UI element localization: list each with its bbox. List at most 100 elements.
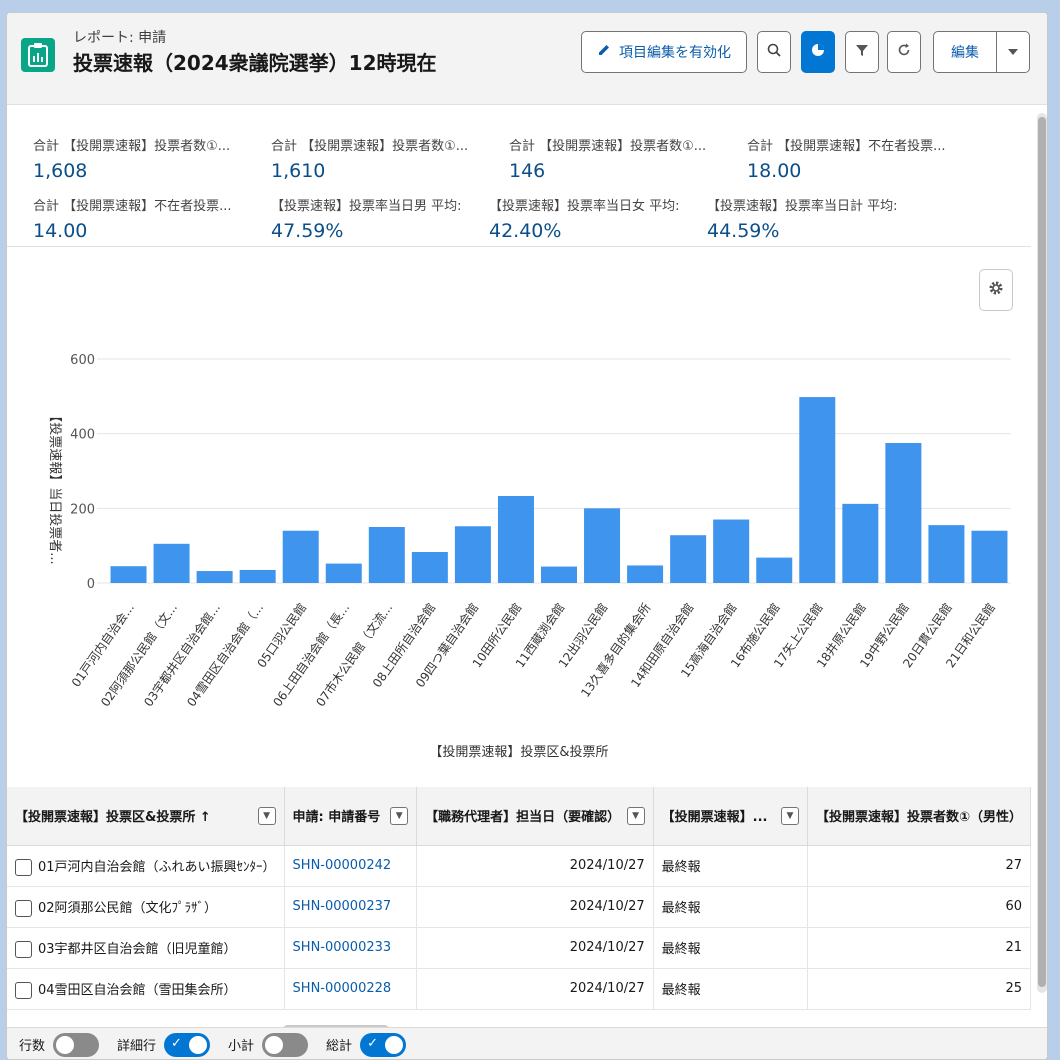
column-menu-button[interactable]: ▼: [626, 807, 645, 825]
bar: [971, 530, 1008, 583]
column-header-place[interactable]: 【投開票速報】投票区&投票所 ↑ ▼: [7, 787, 285, 846]
summary-value: 14.00: [33, 220, 88, 242]
summary-panel: 合計 【投開票速報】投票者数①... 1,608 合計 【投開票速報】投票者数①…: [7, 105, 1031, 247]
check-icon: ✓: [171, 1035, 182, 1051]
application-link[interactable]: SHN-00000242: [292, 858, 392, 873]
count-cell: 25: [807, 968, 1032, 1010]
bar: [239, 569, 276, 583]
y-axis-title: 【投票速報】当日投票者...: [47, 409, 63, 564]
grand-total-toggle-group: 総計 ✓: [326, 1032, 407, 1057]
column-menu-button[interactable]: ▼: [257, 807, 276, 825]
bar: [110, 566, 147, 583]
grand-total-toggle[interactable]: ✓: [360, 1032, 407, 1057]
summary-value: 42.40%: [489, 220, 562, 242]
x-tick-label: 04雪田区自治会館（...: [183, 600, 266, 709]
table-row: 02阿須那公民館（文化ﾌﾟﾗｻﾞ） SHN-00000237 2024/10/2…: [7, 886, 1032, 928]
summary-item: 合計 【投開票速報】不在者投票... 14.00: [33, 195, 232, 242]
row-checkbox[interactable]: [15, 981, 32, 999]
chart-area: 0 200 400 600 【投票速報】当日投票者... 01戸河内自治会... 02阿須那…: [7, 247, 1031, 787]
app-no-cell: SHN-00000237: [284, 886, 418, 928]
bar: [928, 525, 965, 583]
status-cell: 最終報: [653, 927, 808, 969]
summary-label: 【投票速報】投票率当日計 平均:: [707, 199, 898, 214]
bar: [713, 519, 750, 583]
vertical-scrollbar[interactable]: [1037, 113, 1047, 993]
search-button[interactable]: [757, 31, 791, 73]
status-cell: 最終報: [653, 886, 808, 928]
detail-rows-toggle[interactable]: ✓: [164, 1032, 211, 1057]
check-icon: ✓: [367, 1035, 378, 1051]
bar: [885, 443, 922, 583]
y-tick-label: 200: [70, 502, 95, 517]
toggle-chart-button[interactable]: [801, 31, 835, 73]
summary-value: 18.00: [747, 160, 802, 182]
scrollbar-thumb[interactable]: [1038, 117, 1046, 987]
row-checkbox[interactable]: [15, 940, 32, 958]
table-row: 01戸河内自治会館（ふれあい振興ｾﾝﾀｰ） SHN-00000242 2024/…: [7, 845, 1032, 887]
enable-field-editing-button[interactable]: 項目編集を有効化: [581, 31, 747, 73]
column-header-status[interactable]: 【投開票速報】... ▼: [653, 787, 808, 846]
application-link[interactable]: SHN-00000228: [292, 981, 392, 996]
application-link[interactable]: SHN-00000237: [292, 899, 392, 914]
y-tick-label: 400: [70, 428, 95, 443]
report-footer: 行数 詳細行 ✓ 小計 総計 ✓: [7, 1027, 1047, 1059]
bar: [325, 563, 362, 583]
place-text: 02阿須那公民館（文化ﾌﾟﾗｻﾞ）: [38, 900, 218, 916]
column-header-date[interactable]: 【職務代理者】担当日（要確認） ▼: [416, 787, 654, 846]
summary-label: 【投票速報】投票率当日男 平均:: [271, 199, 462, 214]
report-type-label: レポート: 申請: [73, 30, 167, 46]
pencil-icon: [597, 43, 611, 61]
chart-settings-button[interactable]: [979, 269, 1013, 311]
column-menu-button[interactable]: ▼: [780, 807, 799, 825]
table-row: 04雪田区自治会館（雪田集会所） SHN-00000228 2024/10/27…: [7, 968, 1032, 1010]
summary-item: 合計 【投開票速報】不在者投票... 18.00: [747, 135, 946, 182]
row-checkbox[interactable]: [15, 858, 32, 876]
bar-chart: 0200400600【投票速報】当日投票者...01戸河内自治会...02阿須那…: [47, 353, 1011, 709]
x-axis-title: 【投開票速報】投票区&投票所: [429, 745, 609, 760]
report-frame: レポート: 申請 投票速報（2024衆議院選挙）12時現在 項目編集を有効化: [6, 12, 1048, 1060]
bar: [368, 527, 405, 583]
column-header-count[interactable]: 【投開票速報】投票者数①（男性）: [807, 787, 1032, 846]
summary-item: 合計 【投開票速報】投票者数①... 1,610: [271, 135, 468, 182]
summary-item: 合計 【投開票速報】投票者数①... 1,608: [33, 135, 230, 182]
status-cell: 最終報: [653, 968, 808, 1010]
summary-value: 1,610: [271, 160, 326, 182]
column-menu-button[interactable]: ▼: [390, 807, 409, 825]
status-cell: 最終報: [653, 845, 808, 887]
report-header: レポート: 申請 投票速報（2024衆議院選挙）12時現在 項目編集を有効化: [7, 13, 1047, 105]
filter-button[interactable]: [845, 31, 879, 73]
column-header-label: 【投開票速報】...: [661, 810, 768, 826]
summary-item: 【投票速報】投票率当日男 平均: 47.59%: [271, 195, 462, 242]
x-tick-label: 06上田自治会館（長...: [270, 600, 353, 709]
column-header-app-no[interactable]: 申請: 申請番号 ▼: [284, 787, 418, 846]
detail-rows-label: 詳細行: [117, 1039, 157, 1054]
place-cell: 01戸河内自治会館（ふれあい振興ｾﾝﾀｰ）: [7, 845, 285, 887]
summary-label: 【投票速報】投票率当日女 平均:: [489, 199, 680, 214]
bar: [196, 571, 233, 583]
summary-value: 47.59%: [271, 220, 344, 242]
app-no-cell: SHN-00000242: [284, 845, 418, 887]
place-text: 03宇都井区自治会館（旧児童館）: [38, 941, 237, 957]
bar: [584, 508, 621, 583]
chevron-down-icon: [1007, 44, 1019, 60]
edit-button[interactable]: 編集: [933, 31, 997, 73]
app-no-cell: SHN-00000228: [284, 968, 418, 1010]
bar: [627, 565, 664, 583]
toggle-knob: [265, 1035, 284, 1054]
toggle-knob: [189, 1035, 208, 1054]
date-cell: 2024/10/27: [416, 927, 654, 969]
more-actions-button[interactable]: [996, 31, 1030, 73]
row-checkbox[interactable]: [15, 899, 32, 917]
refresh-button[interactable]: [887, 31, 921, 73]
summary-item: 合計 【投開票速報】投票者数①... 146: [509, 135, 706, 182]
row-count-label: 行数: [19, 1039, 46, 1054]
subtotal-toggle[interactable]: [262, 1032, 309, 1057]
toggle-knob: [385, 1035, 404, 1054]
summary-value: 44.59%: [707, 220, 780, 242]
row-count-toggle[interactable]: [53, 1032, 100, 1057]
subtotal-label: 小計: [228, 1039, 255, 1054]
bar: [282, 530, 319, 583]
count-cell: 60: [807, 886, 1032, 928]
x-tick-label: 03宇都井区自治会館...: [140, 600, 223, 709]
application-link[interactable]: SHN-00000233: [292, 940, 392, 955]
